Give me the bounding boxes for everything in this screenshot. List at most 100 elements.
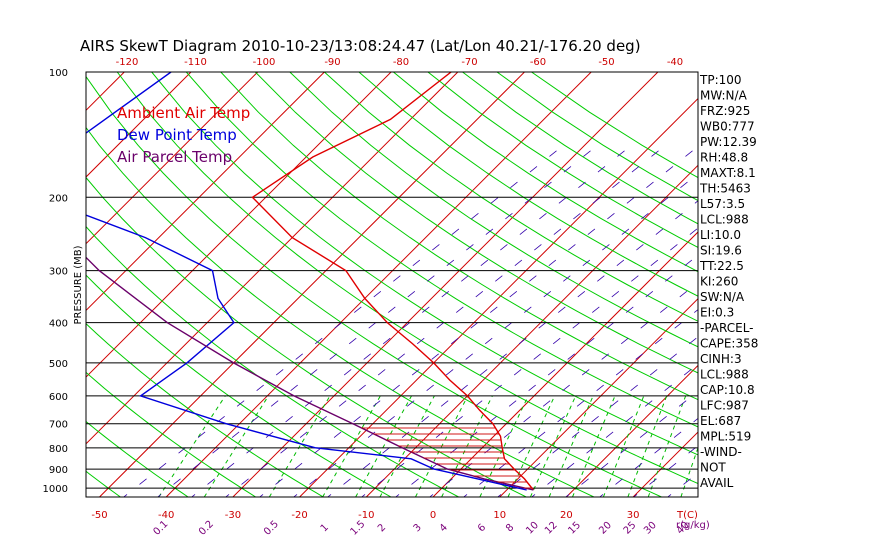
dry-adiabat-line bbox=[462, 72, 698, 225]
index-item: EI:0.3 bbox=[700, 306, 734, 320]
moist-adiabat-line bbox=[225, 147, 663, 497]
index-item: MAXT:8.1 bbox=[700, 166, 756, 180]
cape-hatch-area bbox=[352, 423, 534, 490]
mixing-ratio-line bbox=[627, 395, 668, 497]
mixing-ratio-label: 3 bbox=[412, 522, 424, 534]
top-temperature-tick-labels: -120 -110 -100 -90 -80 -70 -60 -50 -40 bbox=[116, 57, 684, 68]
isotherm-line bbox=[99, 72, 525, 497]
isotherm-line bbox=[0, 72, 58, 497]
top-temp-tick-label: -40 bbox=[667, 57, 683, 68]
moist-adiabat-line bbox=[327, 200, 698, 497]
index-item: LCL:988 bbox=[700, 213, 749, 227]
index-item: AVAIL bbox=[700, 476, 734, 490]
top-temp-tick-label: -50 bbox=[598, 57, 614, 68]
index-item: SW:N/A bbox=[700, 290, 745, 304]
dry-adiabat-line bbox=[86, 420, 189, 497]
index-item: EL:687 bbox=[700, 414, 741, 428]
bottom-temp-tick-label: -30 bbox=[225, 510, 241, 521]
dry-adiabat-line bbox=[496, 72, 698, 202]
moist-adiabat-line bbox=[259, 147, 697, 497]
isotherm-line bbox=[86, 72, 125, 112]
index-item: -PARCEL- bbox=[700, 321, 754, 335]
dry-adiabat-line bbox=[185, 72, 698, 428]
dry-adiabat-line bbox=[86, 371, 256, 497]
dry-adiabat-line bbox=[324, 72, 698, 322]
moist-adiabat-line bbox=[361, 227, 698, 497]
moist-adiabat-line bbox=[293, 173, 698, 497]
pressure-tick-label: 100 bbox=[49, 68, 68, 79]
pressure-tick-labels: 100 200 300 400 500 600 700 800 900 1000 bbox=[43, 68, 68, 495]
index-item: NOT bbox=[700, 461, 726, 475]
top-temp-tick-label: -80 bbox=[393, 57, 409, 68]
moist-adiabat-line bbox=[800, 148, 870, 500]
dry-adiabat-line bbox=[86, 75, 662, 497]
index-item: SI:19.6 bbox=[700, 244, 742, 258]
mixing-ratio-label: 0.5 bbox=[262, 519, 281, 538]
dry-adiabat-line bbox=[254, 72, 698, 374]
bottom-temp-tick-label: 0 bbox=[430, 510, 436, 521]
moist-adiabat-line bbox=[157, 147, 595, 497]
isotherm-line bbox=[767, 72, 870, 497]
isotherm-line bbox=[86, 72, 325, 312]
moist-adiabat-line bbox=[429, 281, 698, 497]
index-item: CAP:10.8 bbox=[700, 383, 755, 397]
bottom-temp-tick-label: -10 bbox=[358, 510, 374, 521]
mixing-ratio-line bbox=[680, 446, 698, 497]
dry-adiabat-line bbox=[358, 72, 698, 297]
series-layer bbox=[86, 72, 534, 491]
bottom-temp-tick-label: 20 bbox=[560, 510, 573, 521]
dry-adiabat-line bbox=[0, 72, 53, 497]
top-temp-tick-label: -110 bbox=[184, 57, 207, 68]
pressure-tick-label: 800 bbox=[49, 444, 68, 455]
mixing-ratio-line bbox=[529, 395, 577, 497]
dry-adiabat-line bbox=[86, 225, 459, 497]
dry-adiabat-line bbox=[116, 72, 698, 485]
isotherm-line bbox=[432, 231, 698, 497]
bottom-temp-tick-label: -40 bbox=[158, 510, 174, 521]
top-temp-tick-label: -120 bbox=[116, 57, 139, 68]
dry-adiabat-line bbox=[220, 72, 698, 401]
legend-entry: Dew Point Temp bbox=[117, 126, 237, 144]
chart-title: AIRS SkewT Diagram 2010-10-23/13:08:24.4… bbox=[80, 37, 641, 55]
mixing-ratio-line bbox=[268, 395, 331, 497]
mixing-ratio-line bbox=[355, 395, 412, 497]
mixing-ratio-label: 12 bbox=[543, 520, 560, 537]
moist-adiabat-line bbox=[463, 309, 698, 497]
isotherm-line bbox=[86, 72, 192, 178]
mixing-ratio-label: 0.1 bbox=[152, 519, 171, 538]
series-line-air-parcel-temp bbox=[86, 256, 534, 491]
dry-adiabat-line bbox=[86, 470, 121, 497]
mixing-ratio-label: 6 bbox=[476, 522, 488, 534]
bottom-temp-tick-label: -20 bbox=[291, 510, 307, 521]
isotherm-line bbox=[566, 364, 698, 497]
moist-adiabat-line bbox=[766, 148, 870, 500]
pressure-tick-label: 500 bbox=[49, 359, 68, 370]
top-temp-tick-label: -90 bbox=[324, 57, 340, 68]
index-item: KI:260 bbox=[700, 275, 738, 289]
index-item: LCL:988 bbox=[700, 368, 749, 382]
index-item: WB0:777 bbox=[700, 120, 755, 134]
mixing-ratio-label: 1 bbox=[319, 522, 331, 534]
mixing-ratio-label: 15 bbox=[566, 520, 583, 537]
x-axis-label: T(C) bbox=[676, 510, 698, 521]
mixing-ratio-label: 0.2 bbox=[197, 519, 216, 538]
grid-layer bbox=[0, 72, 870, 500]
mixing-ratio-label: 30 bbox=[642, 520, 659, 537]
dry-adiabat-line bbox=[289, 72, 698, 348]
index-item: RH:48.8 bbox=[700, 151, 748, 165]
mixing-ratio-label: 8 bbox=[504, 522, 516, 534]
mixing-ratio-line bbox=[203, 395, 269, 497]
legend: Ambient Air Temp Dew Point Temp Air Parcel… bbox=[117, 104, 250, 166]
legend-entry: Air Parcel Temp bbox=[117, 148, 232, 166]
pressure-tick-label: 300 bbox=[49, 267, 68, 278]
mixing-ratio-label: 2 bbox=[376, 522, 388, 534]
isotherm-line bbox=[86, 72, 259, 245]
bottom-temp-tick-label: -50 bbox=[91, 510, 107, 521]
mixing-ratio-tick-labels: 0.1 0.2 0.5 1 1.5 2 3 4 6 8 10 12 15 20 25 30 40 bbox=[152, 519, 692, 538]
top-temp-tick-label: -70 bbox=[461, 57, 477, 68]
legend-entry: Ambient Air Temp bbox=[117, 104, 250, 122]
mixing-ratio-label: 20 bbox=[597, 520, 614, 537]
top-temp-tick-label: -100 bbox=[253, 57, 276, 68]
